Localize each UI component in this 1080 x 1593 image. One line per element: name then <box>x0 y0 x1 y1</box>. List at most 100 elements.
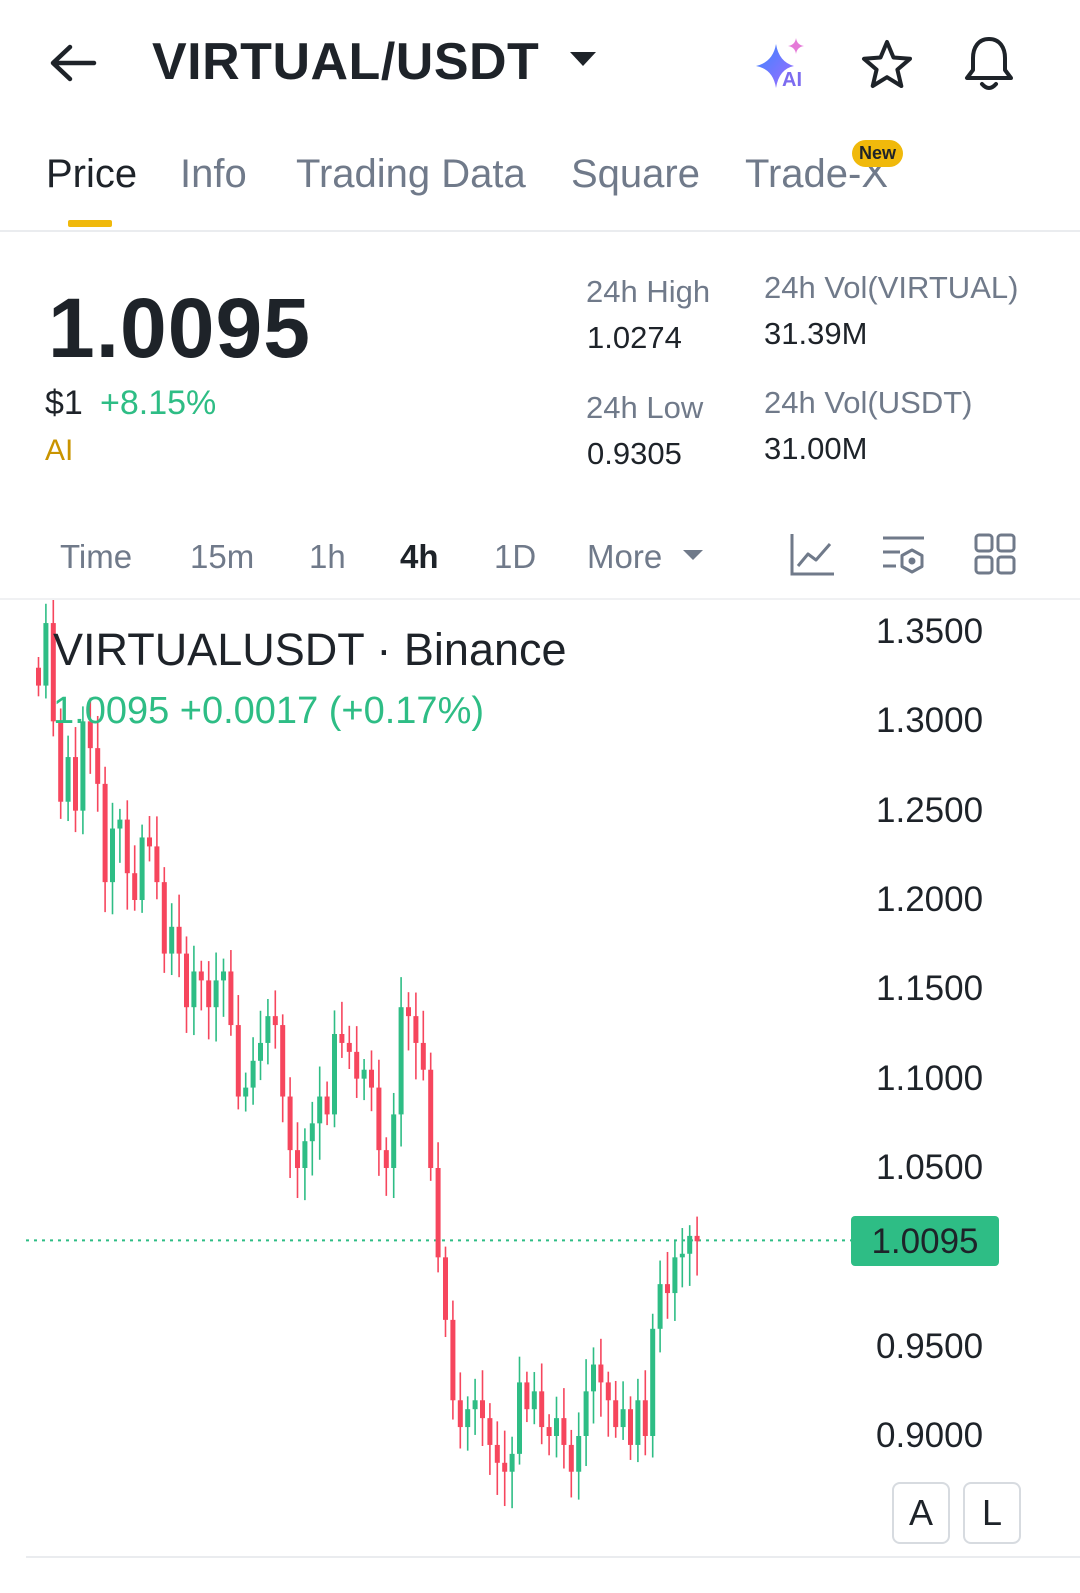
current-price-tag: 1.0095 <box>851 1216 999 1266</box>
candle <box>576 1412 582 1500</box>
ai-assistant-button[interactable]: AI <box>754 36 816 94</box>
back-button[interactable] <box>46 38 100 88</box>
last-price: 1.0095 <box>48 281 311 375</box>
candle <box>620 1381 626 1440</box>
candle <box>472 1378 478 1435</box>
candle <box>650 1313 656 1458</box>
candle <box>309 1101 315 1176</box>
candle <box>383 1137 389 1196</box>
candle <box>258 1010 263 1081</box>
candle <box>665 1251 670 1319</box>
candle <box>280 1014 286 1123</box>
ai-badge-text: AI <box>782 69 802 91</box>
candle <box>524 1371 530 1423</box>
candle <box>206 961 212 1040</box>
candle <box>613 1380 619 1438</box>
tab-info[interactable]: Info <box>180 152 247 196</box>
price-axis-label: 1.0500 <box>876 1148 984 1187</box>
candle <box>376 1059 382 1176</box>
price-chart[interactable] <box>26 595 1080 1560</box>
candle <box>591 1347 596 1424</box>
interval-more[interactable]: More <box>587 538 705 576</box>
price-axis-label: 1.3500 <box>876 612 984 651</box>
candle <box>494 1421 500 1495</box>
candle <box>502 1430 508 1507</box>
chart-settings-button[interactable] <box>880 532 930 578</box>
tab-price[interactable]: Price <box>46 152 138 196</box>
price-axis-label: 0.9000 <box>876 1416 984 1455</box>
candle <box>302 1128 308 1201</box>
candle <box>679 1228 685 1288</box>
ai-tag[interactable]: AI <box>45 434 74 467</box>
candle <box>324 1081 330 1126</box>
candlestick-chart[interactable] <box>26 595 1080 1560</box>
price-axis-label: 1.1000 <box>876 1058 984 1098</box>
candle <box>110 802 115 915</box>
vol-base-value: 31.39M <box>764 316 868 351</box>
price-axis-label: 0.9500 <box>876 1326 984 1366</box>
auto-scale-button[interactable]: A <box>892 1482 950 1544</box>
candle <box>43 603 49 699</box>
high-24h-value: 1.0274 <box>587 320 682 355</box>
candle <box>95 715 101 812</box>
candle <box>635 1378 641 1463</box>
interval-15m[interactable]: 15m <box>190 538 255 575</box>
vol-quote-label: 24h Vol(USDT) <box>764 385 973 420</box>
candle <box>539 1363 545 1445</box>
candle <box>450 1300 456 1420</box>
candle <box>517 1356 522 1465</box>
candle <box>80 706 86 835</box>
favorite-button[interactable] <box>860 38 914 92</box>
ai-sparkle-icon <box>756 38 804 88</box>
layout-grid-button[interactable] <box>974 533 1016 575</box>
log-scale-button[interactable]: L <box>963 1482 1021 1544</box>
candle <box>250 1037 256 1105</box>
chart-ohlc-line: 1.0095 +0.0017 (+0.17%) <box>53 690 485 732</box>
candle <box>221 958 226 1017</box>
chart-bottom-border <box>26 1556 1080 1558</box>
candle <box>443 1246 448 1338</box>
line-chart-icon <box>790 534 834 576</box>
candle <box>50 595 56 737</box>
interval-1d[interactable]: 1D <box>494 538 537 575</box>
vol-quote-value: 31.00M <box>764 431 868 466</box>
interval-4h[interactable]: 4h <box>400 538 439 575</box>
interval-1h[interactable]: 1h <box>309 538 346 575</box>
candle <box>317 1066 323 1160</box>
candle <box>361 1059 367 1101</box>
candle <box>672 1240 678 1321</box>
candle <box>124 800 130 910</box>
candle <box>102 766 108 913</box>
price-axis-label: 1.2000 <box>876 880 984 919</box>
candle <box>132 845 138 911</box>
candle <box>457 1372 463 1449</box>
low-24h-value: 0.9305 <box>587 436 682 471</box>
candle <box>509 1436 515 1509</box>
candle <box>265 998 271 1065</box>
candle <box>161 867 167 973</box>
price-axis-label: 1.1500 <box>876 969 984 1009</box>
tab-trading-data[interactable]: Trading Data <box>296 152 526 196</box>
alert-button[interactable] <box>960 34 1018 94</box>
candle <box>694 1216 700 1276</box>
price-axis-label: 1.3000 <box>876 701 984 741</box>
candle <box>546 1414 552 1456</box>
candle <box>561 1388 567 1469</box>
candle <box>176 894 182 978</box>
interval-divider <box>0 598 1080 600</box>
pair-selector[interactable]: VIRTUAL/USDT <box>152 32 598 92</box>
candle <box>346 1025 352 1070</box>
candle <box>628 1396 633 1460</box>
more-caret-icon <box>683 550 704 560</box>
candle <box>272 990 278 1049</box>
candle <box>169 903 175 976</box>
interval-time[interactable]: Time <box>60 538 133 575</box>
tab-square[interactable]: Square <box>571 152 700 196</box>
candle <box>554 1396 559 1458</box>
candle <box>642 1370 648 1456</box>
candle <box>213 952 219 1042</box>
candle <box>87 697 93 774</box>
candle <box>398 977 404 1147</box>
indicators-button[interactable] <box>788 532 836 578</box>
tab-bar: Price Info Trading Data Square Trade-X N… <box>0 140 1080 230</box>
